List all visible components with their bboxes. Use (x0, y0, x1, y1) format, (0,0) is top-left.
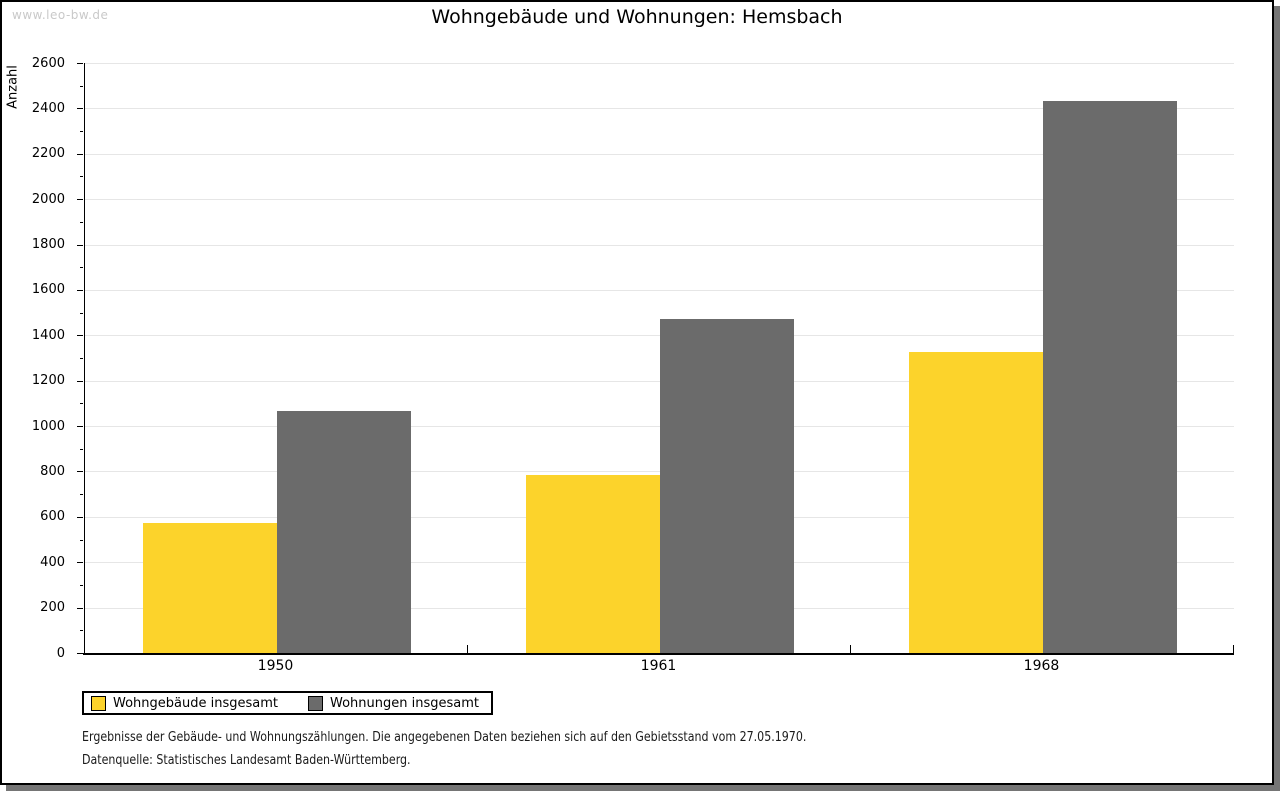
y-tick-major-1800 (77, 244, 83, 246)
y-tick-major-2400 (77, 108, 83, 110)
footnote-source-note: Ergebnisse der Gebäude- und Wohnungszähl… (82, 730, 807, 745)
y-tick-minor-2500 (80, 85, 83, 87)
x-tick-divider-3 (1233, 645, 1234, 653)
y-tick-minor-1100 (80, 403, 83, 405)
gridline-2200 (85, 153, 1234, 155)
x-tick-label-1961: 1961 (640, 658, 677, 674)
y-tick-minor-500 (80, 539, 83, 541)
gridline-2600 (85, 63, 1234, 64)
y-tick-label-1400: 1400 (31, 327, 65, 343)
y-tick-minor-100 (80, 630, 83, 632)
y-tick-minor-900 (80, 448, 83, 450)
y-tick-major-1600 (77, 289, 83, 291)
y-tick-label-1000: 1000 (31, 418, 65, 434)
gridline-1600 (85, 289, 1234, 291)
y-tick-minor-300 (80, 584, 83, 586)
y-tick-minor-2100 (80, 176, 83, 178)
gridline-1800 (85, 244, 1234, 246)
y-tick-label-400: 400 (40, 554, 65, 570)
y-tick-major-600 (77, 516, 83, 518)
y-tick-major-0 (77, 653, 83, 654)
y-tick-label-2600: 2600 (31, 55, 65, 71)
legend-swatch-wohngebaeude (91, 696, 106, 711)
y-tick-label-2000: 2000 (31, 191, 65, 207)
x-tick-label-1950: 1950 (257, 658, 294, 674)
y-tick-major-2000 (77, 199, 83, 201)
y-tick-major-200 (77, 607, 83, 609)
y-tick-label-200: 200 (40, 600, 65, 616)
footnote-data-source: Datenquelle: Statistisches Landesamt Bad… (82, 753, 411, 768)
y-tick-major-2600 (77, 63, 83, 64)
gridline-2000 (85, 199, 1234, 201)
y-tick-label-800: 800 (40, 463, 65, 479)
bar-1950-wohnungen (276, 410, 411, 653)
watermark-text: www.leo-bw.de (12, 8, 109, 22)
chart-title: Wohngebäude und Wohnungen: Hemsbach (431, 6, 843, 28)
plot-area (84, 63, 1234, 653)
y-tick-label-2400: 2400 (31, 100, 65, 116)
bar-1961-wohngebaeude (525, 474, 660, 653)
y-tick-label-0: 0 (56, 645, 65, 661)
x-tick-label-1968: 1968 (1023, 658, 1060, 674)
y-tick-label-1200: 1200 (31, 373, 65, 389)
x-tick-divider-1 (467, 645, 468, 653)
y-tick-label-1600: 1600 (31, 282, 65, 298)
bar-1968-wohnungen (1042, 101, 1177, 653)
y-tick-minor-1500 (80, 312, 83, 314)
legend-swatch-wohnungen (308, 696, 323, 711)
y-tick-label-1800: 1800 (31, 237, 65, 253)
y-tick-minor-1300 (80, 358, 83, 359)
y-tick-minor-1700 (80, 267, 83, 269)
y-tick-minor-2300 (80, 131, 83, 133)
x-axis-line (83, 653, 1234, 655)
legend-label-wohngebaeude: Wohngebäude insgesamt (113, 696, 278, 711)
x-tick-divider-2 (850, 645, 851, 653)
y-tick-minor-700 (80, 494, 83, 496)
y-tick-major-2200 (77, 153, 83, 155)
legend: Wohngebäude insgesamt Wohnungen insgesam… (82, 691, 493, 715)
bar-1968-wohngebaeude (908, 352, 1043, 653)
y-tick-major-1000 (77, 426, 83, 428)
y-tick-major-1200 (77, 380, 83, 382)
bar-1961-wohnungen (659, 318, 794, 653)
y-tick-major-1400 (77, 335, 83, 337)
gridline-2400 (85, 108, 1234, 110)
y-tick-major-400 (77, 562, 83, 564)
y-tick-minor-1900 (80, 221, 83, 223)
y-tick-major-800 (77, 471, 83, 473)
legend-label-wohnungen: Wohnungen insgesamt (330, 696, 479, 711)
y-tick-label-600: 600 (40, 509, 65, 525)
y-tick-label-2200: 2200 (31, 146, 65, 162)
bar-1950-wohngebaeude (142, 522, 277, 653)
